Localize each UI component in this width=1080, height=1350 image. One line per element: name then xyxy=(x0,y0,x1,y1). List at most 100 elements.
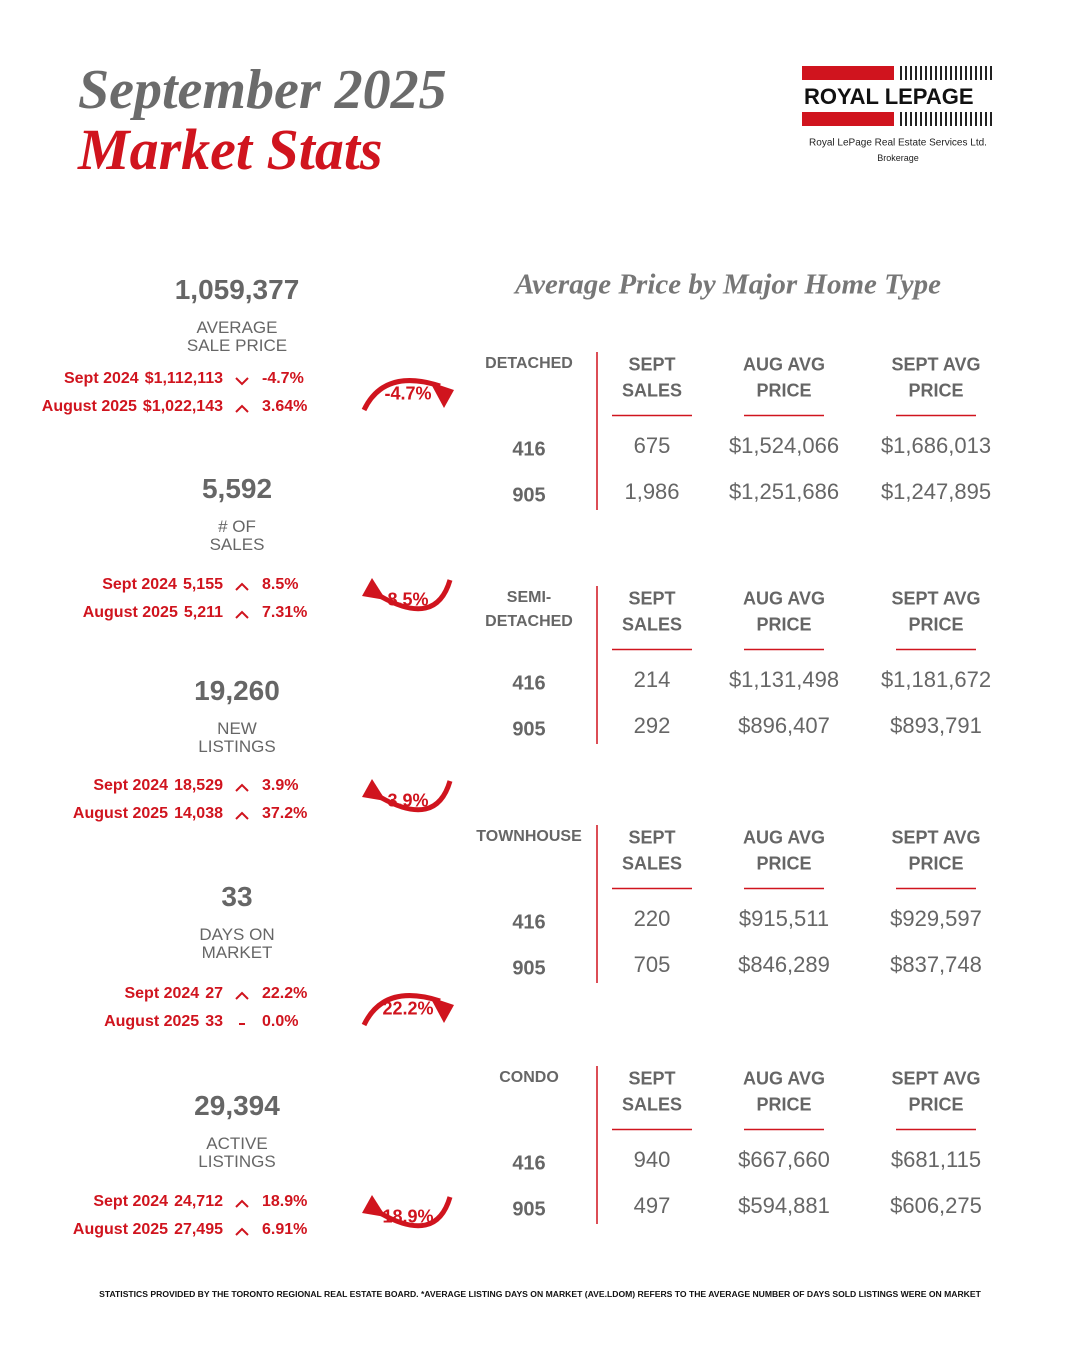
stat-value: 19,260 xyxy=(194,675,280,706)
comparison-value: 27 xyxy=(205,985,223,1002)
header-underline xyxy=(744,1128,824,1131)
home-type: CONDO xyxy=(499,1069,559,1086)
table-cell: $896,407 xyxy=(738,713,830,738)
stat-label: # OF xyxy=(218,517,256,536)
header-underline xyxy=(612,1128,692,1131)
table-cell: 705 xyxy=(633,952,671,977)
table-cell: 292 xyxy=(633,713,671,738)
direction-icon xyxy=(235,377,249,386)
comparison-text: Sept 2024 5,155 xyxy=(102,576,223,594)
comparison-value: $1,022,143 xyxy=(142,398,223,415)
table-cell: $1,686,013 xyxy=(880,433,992,458)
comparison-value: 18,529 xyxy=(174,777,223,794)
header-underline xyxy=(612,887,692,890)
table-cell: 214 xyxy=(633,667,671,692)
direction-icon xyxy=(235,811,249,820)
table-cell: $846,289 xyxy=(738,952,830,977)
logo-graphic xyxy=(802,66,992,126)
home-type: TOWNHOUSE xyxy=(476,828,582,845)
stat-label: MARKET xyxy=(201,943,273,962)
table-cell: $1,524,066 xyxy=(728,433,840,458)
table-cell: 497 xyxy=(633,1193,671,1218)
comparison-text: Sept 2024 $1,112,113 xyxy=(64,370,223,388)
row-label: 905 xyxy=(512,957,546,980)
column-header: PRICE xyxy=(908,853,964,874)
comparison-text: August 2025 27,495 xyxy=(73,1221,223,1239)
direction-icon xyxy=(235,1227,249,1236)
table-cell: $606,275 xyxy=(890,1193,982,1218)
comparison-period: Sept 2024 xyxy=(124,985,200,1002)
stat-label: ACTIVE xyxy=(206,1134,268,1153)
row-label: 416 xyxy=(512,1152,546,1175)
column-header: PRICE xyxy=(908,1094,964,1115)
column-header: SALES xyxy=(621,614,683,635)
column-header: SALES xyxy=(621,380,683,401)
header-underline xyxy=(896,648,976,651)
table-cell: $594,881 xyxy=(738,1193,830,1218)
comparison-change: 8.5% xyxy=(262,576,299,593)
column-header: PRICE xyxy=(756,614,812,635)
comparison-period: August 2025 xyxy=(72,805,169,822)
table-cell: $1,131,498 xyxy=(728,667,840,692)
column-header: PRICE xyxy=(756,1094,812,1115)
table-cell: $1,247,895 xyxy=(880,479,992,504)
comparison-change: 7.31% xyxy=(262,604,308,621)
comparison-period: August 2025 xyxy=(104,1013,200,1030)
row-label: 905 xyxy=(512,718,546,741)
comparison-text: August 2025 14,038 xyxy=(73,805,223,823)
column-header: PRICE xyxy=(756,853,812,874)
table-divider xyxy=(596,825,598,983)
column-header: AUG AVG xyxy=(742,827,826,848)
home-type: SEMI- xyxy=(506,589,552,606)
comparison-value: 27,495 xyxy=(174,1221,223,1238)
stat-value: 33 xyxy=(221,881,253,912)
table-cell: 675 xyxy=(633,433,671,458)
comparison-period: Sept 2024 xyxy=(93,777,169,794)
comparison-text: August 2025 33 xyxy=(104,1013,223,1031)
row-label: 416 xyxy=(512,911,546,934)
comparison-period: August 2025 xyxy=(72,1221,169,1238)
comparison-text: Sept 2024 27 xyxy=(124,985,223,1003)
change-badge-arrow xyxy=(362,779,453,813)
column-header: SEPT xyxy=(628,827,676,848)
direction-icon xyxy=(235,404,249,413)
logo-subtitle: Brokerage xyxy=(877,153,919,163)
table-cell: $915,511 xyxy=(738,906,830,931)
comparison-text: Sept 2024 24,712 xyxy=(93,1193,223,1211)
comparison-text: Sept 2024 18,529 xyxy=(93,777,223,795)
change-badge: 3.9% xyxy=(387,790,429,811)
comparison-change: 37.2% xyxy=(262,805,308,822)
change-badge: 22.2% xyxy=(382,998,434,1019)
header-underline xyxy=(744,648,824,651)
change-badge-arrow xyxy=(361,993,454,1027)
table-cell: $681,115 xyxy=(890,1147,982,1172)
comparison-change: 0.0% xyxy=(262,1013,299,1030)
direction-icon xyxy=(239,1023,245,1025)
table-cell: $1,181,672 xyxy=(880,667,992,692)
comparison-period: Sept 2024 xyxy=(93,1193,169,1210)
header-underline xyxy=(896,887,976,890)
stat-value: 5,592 xyxy=(201,473,273,504)
table-cell: $929,597 xyxy=(890,906,982,931)
stat-label: DAYS ON xyxy=(199,925,275,944)
home-type: DETACHED xyxy=(485,355,573,372)
stat-label: NEW xyxy=(217,719,257,738)
row-label: 905 xyxy=(512,1198,546,1221)
comparison-period: August 2025 xyxy=(82,604,178,621)
direction-icon xyxy=(235,610,249,619)
stat-label: SALES xyxy=(209,535,265,554)
comparison-text: August 2025 $1,022,143 xyxy=(42,398,223,416)
table-divider xyxy=(596,586,598,744)
comparison-period: Sept 2024 xyxy=(63,370,139,387)
header-underline xyxy=(744,414,824,417)
column-header: SALES xyxy=(621,1094,683,1115)
table-cell: $667,660 xyxy=(738,1147,830,1172)
comparison-change: 18.9% xyxy=(262,1193,308,1210)
comparison-value: 5,211 xyxy=(183,604,223,621)
stat-value: 29,394 xyxy=(194,1090,280,1121)
table-cell: $837,748 xyxy=(890,952,982,977)
change-badge-arrow xyxy=(362,1195,453,1229)
comparison-change: 22.2% xyxy=(262,985,308,1002)
column-header: SEPT xyxy=(628,354,676,375)
